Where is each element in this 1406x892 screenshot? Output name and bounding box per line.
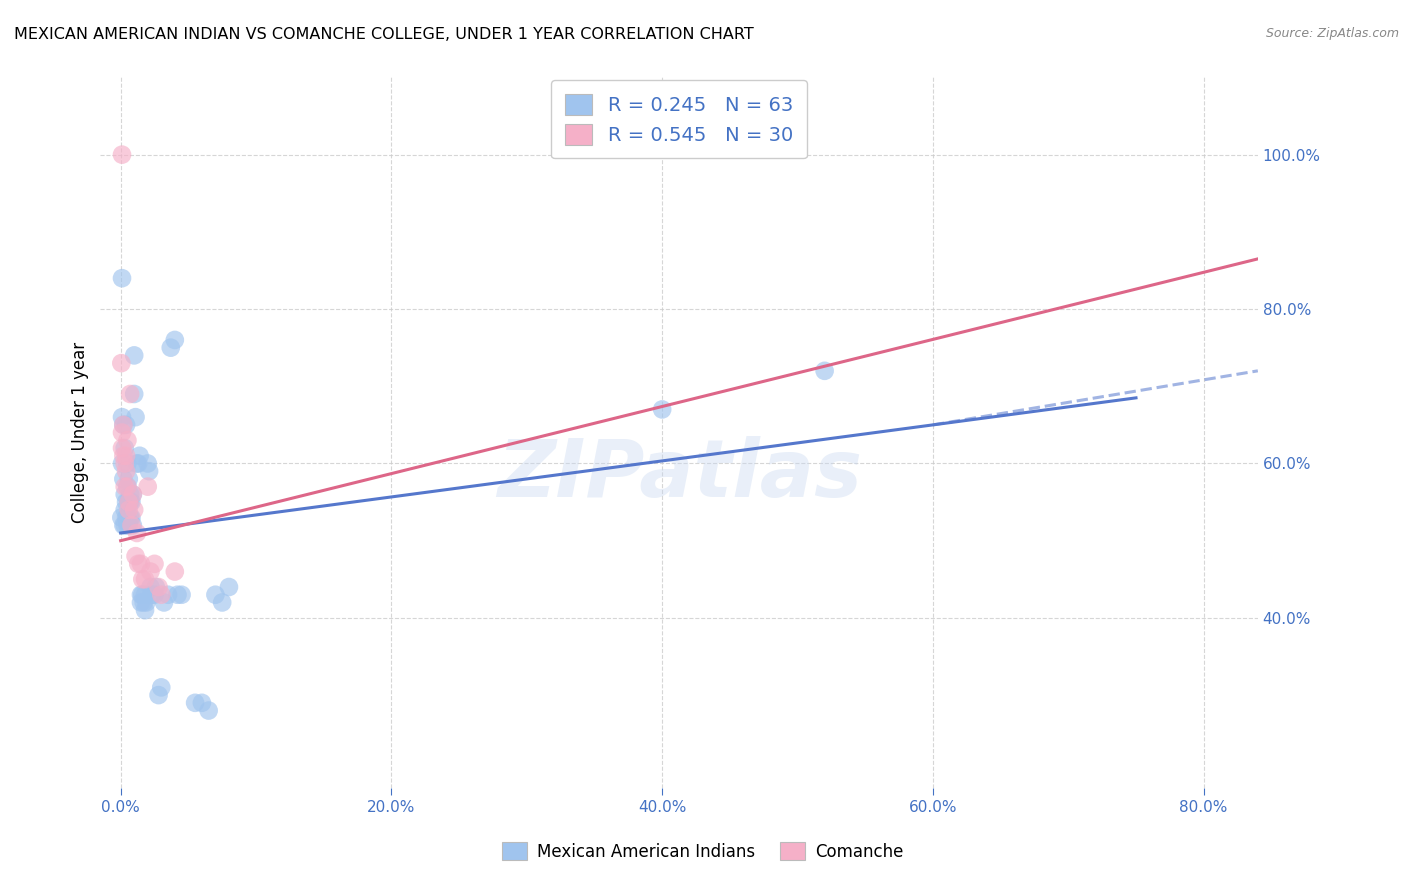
Point xyxy=(127,557,149,571)
Point xyxy=(134,588,156,602)
Point xyxy=(112,417,135,432)
Point xyxy=(121,495,143,509)
Point xyxy=(150,588,173,602)
Point xyxy=(112,417,135,432)
Point xyxy=(124,410,146,425)
Point xyxy=(117,434,139,448)
Point xyxy=(122,348,145,362)
Point xyxy=(112,518,135,533)
Point xyxy=(125,457,148,471)
Point xyxy=(184,696,207,710)
Point xyxy=(118,503,141,517)
Point xyxy=(114,503,136,517)
Point xyxy=(121,518,143,533)
Point xyxy=(651,402,673,417)
Point xyxy=(117,480,139,494)
Point xyxy=(115,464,138,478)
Point xyxy=(135,595,157,609)
Point xyxy=(117,480,139,494)
Point xyxy=(120,487,142,501)
Legend: R = 0.245   N = 63, R = 0.545   N = 30: R = 0.245 N = 63, R = 0.545 N = 30 xyxy=(551,80,807,159)
Point xyxy=(118,495,141,509)
Point xyxy=(121,518,143,533)
Point xyxy=(127,457,149,471)
Point xyxy=(115,417,138,432)
Point xyxy=(157,588,180,602)
Point xyxy=(114,518,136,533)
Point xyxy=(166,588,188,602)
Point xyxy=(131,572,153,586)
Point xyxy=(204,588,226,602)
Y-axis label: College, Under 1 year: College, Under 1 year xyxy=(72,342,89,524)
Point xyxy=(118,518,141,533)
Point xyxy=(139,565,162,579)
Point xyxy=(131,588,153,602)
Point xyxy=(143,588,166,602)
Point xyxy=(111,441,134,455)
Point xyxy=(136,457,159,471)
Point xyxy=(150,681,173,695)
Point xyxy=(125,525,148,540)
Point xyxy=(121,510,143,524)
Point xyxy=(170,588,193,602)
Point xyxy=(114,487,136,501)
Point xyxy=(120,495,142,509)
Point xyxy=(115,495,138,509)
Text: Source: ZipAtlas.com: Source: ZipAtlas.com xyxy=(1265,27,1399,40)
Point xyxy=(111,457,134,471)
Point xyxy=(138,464,160,478)
Point xyxy=(110,510,132,524)
Point xyxy=(118,472,141,486)
Point xyxy=(124,549,146,563)
Point xyxy=(111,271,134,285)
Point xyxy=(115,449,138,463)
Point xyxy=(129,595,152,609)
Point xyxy=(197,704,219,718)
Point xyxy=(129,557,152,571)
Point xyxy=(163,565,186,579)
Point xyxy=(139,580,162,594)
Point xyxy=(114,441,136,455)
Point xyxy=(114,480,136,494)
Text: ZIPatlas: ZIPatlas xyxy=(496,436,862,514)
Point xyxy=(122,387,145,401)
Point xyxy=(141,588,163,602)
Point xyxy=(148,688,170,702)
Point xyxy=(136,480,159,494)
Point xyxy=(128,449,150,463)
Point xyxy=(134,572,156,586)
Point xyxy=(121,487,143,501)
Point xyxy=(120,510,142,524)
Point xyxy=(112,472,135,486)
Point xyxy=(117,457,139,471)
Point xyxy=(121,487,143,501)
Point xyxy=(145,580,167,594)
Point xyxy=(143,557,166,571)
Point xyxy=(163,333,186,347)
Text: MEXICAN AMERICAN INDIAN VS COMANCHE COLLEGE, UNDER 1 YEAR CORRELATION CHART: MEXICAN AMERICAN INDIAN VS COMANCHE COLL… xyxy=(14,27,754,42)
Point xyxy=(111,147,134,161)
Point xyxy=(120,387,142,401)
Point xyxy=(117,518,139,533)
Point xyxy=(814,364,837,378)
Point xyxy=(122,503,145,517)
Point xyxy=(218,580,240,594)
Point xyxy=(111,410,134,425)
Point xyxy=(148,580,170,594)
Point xyxy=(110,356,132,370)
Point xyxy=(211,595,233,609)
Point xyxy=(114,457,136,471)
Legend: Mexican American Indians, Comanche: Mexican American Indians, Comanche xyxy=(495,836,911,868)
Point xyxy=(153,595,176,609)
Point xyxy=(134,603,156,617)
Point xyxy=(118,495,141,509)
Point xyxy=(132,595,155,609)
Point xyxy=(129,588,152,602)
Point xyxy=(159,341,181,355)
Point xyxy=(112,449,135,463)
Point xyxy=(117,510,139,524)
Point xyxy=(191,696,214,710)
Point xyxy=(111,425,134,440)
Point xyxy=(115,510,138,524)
